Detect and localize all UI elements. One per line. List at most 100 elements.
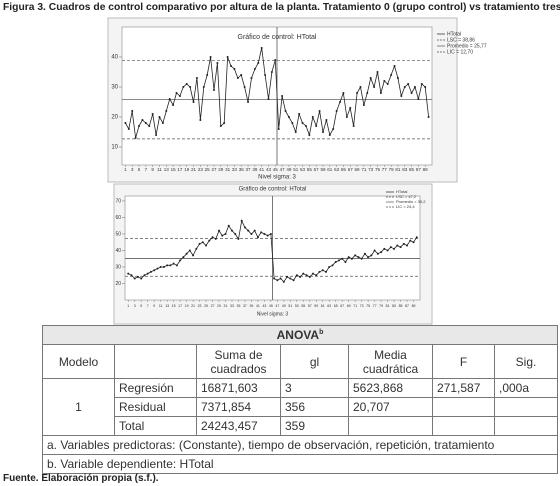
data-point [202, 86, 205, 88]
legend-label: Promedio = 35,2 [396, 199, 426, 204]
x-tick-label: 85 [399, 304, 403, 308]
x-tick-label: 3 [134, 304, 136, 308]
data-point [420, 83, 423, 85]
data-point [151, 113, 154, 115]
data-point [161, 122, 164, 124]
data-point [179, 259, 182, 262]
x-tick-label: 69 [355, 167, 361, 172]
model-cell: 1 [42, 378, 115, 436]
data-point [366, 92, 369, 94]
cell: 356 [280, 397, 349, 417]
data-point [257, 62, 260, 64]
data-point [136, 275, 139, 278]
data-point [415, 236, 418, 239]
x-tick-label: 83 [392, 304, 396, 308]
x-tick-label: 23 [198, 167, 204, 172]
x-tick-label: 9 [151, 167, 154, 172]
data-point [172, 104, 175, 106]
cell: Residual [114, 397, 197, 417]
cell: 5623,868 [348, 378, 433, 398]
x-tick-label: 35 [239, 167, 245, 172]
x-tick-label: 17 [177, 167, 183, 172]
data-point [158, 116, 161, 118]
x-tick-label: 17 [178, 304, 182, 308]
data-point [237, 237, 240, 240]
cell [494, 416, 558, 436]
data-point [216, 62, 219, 64]
table-title-cell: ANOVAb [42, 325, 558, 345]
data-point [328, 134, 331, 136]
data-point [266, 234, 269, 237]
x-tick-label: 37 [246, 167, 252, 172]
data-point [325, 119, 328, 121]
data-point [390, 74, 393, 76]
y-tick-label: 10 [111, 145, 118, 151]
data-point [315, 125, 318, 127]
cell: 24243,457 [196, 416, 281, 436]
data-point [305, 274, 308, 277]
data-point [206, 74, 209, 76]
data-point [166, 264, 169, 267]
header-cell: gl [280, 344, 349, 379]
x-tick-label: 43 [266, 167, 272, 172]
x-tick-label: 57 [314, 167, 320, 172]
data-point [269, 232, 272, 235]
x-tick-label: 73 [360, 304, 364, 308]
header-cell: Media cuadrática [348, 344, 433, 379]
data-point [226, 56, 229, 58]
x-tick-label: 19 [185, 304, 189, 308]
data-point [130, 274, 133, 277]
cell [432, 416, 495, 436]
data-point [301, 122, 304, 124]
x-axis-label: Nivel sigma: 3 [257, 311, 289, 317]
data-point [282, 280, 285, 283]
x-tick-label: 79 [389, 167, 395, 172]
data-point [406, 244, 409, 247]
data-point [304, 125, 307, 127]
data-point [383, 247, 386, 250]
x-tick-label: 67 [340, 304, 344, 308]
data-point [256, 236, 259, 239]
x-tick-label: 1 [124, 167, 127, 172]
x-tick-label: 31 [225, 167, 231, 172]
x-tick-label: 27 [211, 167, 217, 172]
data-point [376, 71, 379, 73]
y-tick-label: 40 [115, 248, 121, 254]
data-point [133, 277, 136, 280]
x-tick-label: 7 [147, 304, 149, 308]
data-point [369, 77, 372, 79]
data-point [373, 86, 376, 88]
data-point [354, 254, 357, 257]
legend-label: LIC = 24,4 [396, 204, 415, 209]
data-point [410, 92, 413, 94]
x-tick-label: 55 [307, 167, 313, 172]
data-point [311, 116, 314, 118]
data-point [264, 74, 267, 76]
data-point [291, 122, 294, 124]
x-tick-label: 35 [237, 304, 241, 308]
data-point [367, 256, 370, 259]
data-point [281, 95, 284, 97]
x-tick-label: 11 [159, 304, 163, 308]
cell: 359 [280, 416, 349, 436]
cell [494, 397, 558, 417]
data-point [345, 116, 348, 118]
data-point [308, 275, 311, 278]
data-point [400, 95, 403, 97]
data-point [224, 232, 227, 235]
data-point [236, 77, 239, 79]
data-point [373, 249, 376, 252]
data-point [362, 104, 365, 106]
data-point [284, 110, 287, 112]
x-tick-label: 73 [368, 167, 374, 172]
data-point [131, 110, 134, 112]
data-point [356, 92, 359, 94]
header-cell: Modelo [42, 344, 115, 379]
data-point [347, 256, 350, 259]
data-point [165, 110, 168, 112]
x-tick-label: 51 [288, 304, 292, 308]
x-tick-label: 45 [273, 167, 279, 172]
data-point [159, 265, 162, 268]
data-point [407, 83, 410, 85]
data-point [153, 269, 156, 272]
